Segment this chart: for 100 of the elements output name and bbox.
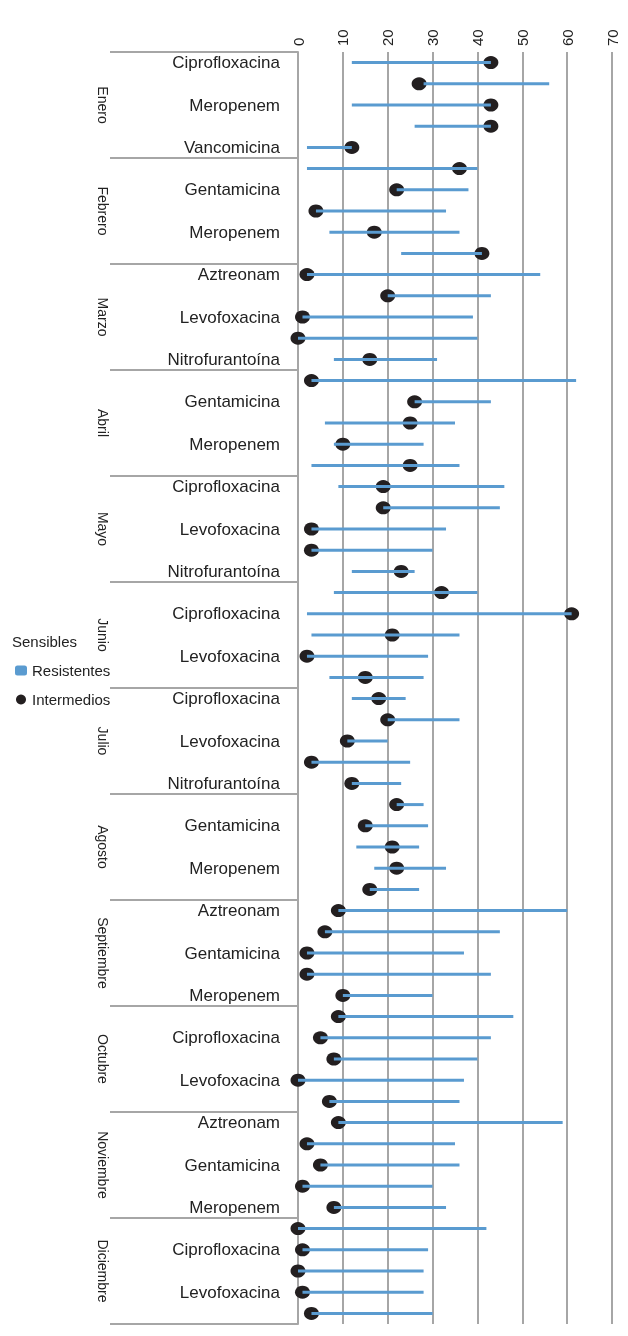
- text: Agosto: [95, 825, 111, 869]
- y-tick-label: Aztreonam: [197, 901, 280, 921]
- bar: [306, 273, 541, 277]
- bar: [306, 654, 429, 658]
- bar: [333, 1057, 478, 1061]
- point: [411, 77, 427, 91]
- bar: [311, 379, 577, 383]
- bar: [396, 803, 424, 807]
- x-tick-label: 20: [379, 29, 397, 46]
- bar: [351, 103, 491, 107]
- text: Febrero: [95, 186, 111, 236]
- x-tick-label: 70: [603, 29, 621, 46]
- bar: [329, 230, 460, 234]
- y-tick-label: Levofoxacina: [179, 646, 281, 666]
- bar: [338, 1015, 514, 1019]
- x-tick-label: 30: [424, 29, 442, 46]
- bar: [298, 1227, 487, 1231]
- y-tick-label: Levofoxacina: [179, 307, 281, 327]
- bar: [324, 421, 455, 425]
- bar: [374, 866, 447, 870]
- y-tick-label: Levofoxacina: [179, 1282, 281, 1302]
- text: Septiembre: [95, 917, 111, 990]
- y-tick-label: Ciprofloxacina: [172, 1240, 281, 1260]
- bar: [311, 463, 460, 467]
- bar: [414, 124, 491, 128]
- text: Abril: [95, 408, 111, 438]
- bar: [298, 336, 478, 340]
- bar: [365, 824, 429, 828]
- bar: [338, 1121, 563, 1125]
- bar: [423, 82, 550, 86]
- bar: [302, 1184, 433, 1188]
- text: Junio: [95, 618, 111, 652]
- text: Diciembre: [95, 1239, 111, 1303]
- x-tick-label: 10: [334, 29, 352, 46]
- bar: [311, 633, 460, 637]
- bar: [338, 909, 568, 913]
- text: Octubre: [95, 1034, 111, 1085]
- y-tick-label: Meropenem: [189, 222, 280, 242]
- bar: [347, 739, 388, 743]
- bar: [315, 209, 447, 213]
- bar: [311, 1311, 433, 1315]
- bar: [387, 294, 491, 298]
- y-tick-label: Meropenem: [189, 1197, 280, 1217]
- text: Julio: [95, 726, 111, 756]
- bar: [298, 1269, 424, 1273]
- y-tick-label: Ciprofloxacina: [172, 1028, 281, 1048]
- y-tick-label: Aztreonam: [197, 1113, 280, 1133]
- bar: [342, 993, 433, 997]
- bar: [396, 188, 469, 192]
- bar: [351, 61, 491, 65]
- y-tick-label: Gentamicina: [184, 943, 281, 963]
- y-tick-label: Meropenem: [189, 95, 280, 115]
- y-tick-label: Vancomicina: [183, 137, 281, 157]
- bar: [320, 1036, 491, 1040]
- y-tick-label: Gentamicina: [184, 392, 281, 412]
- bar: [306, 145, 352, 149]
- bar: [369, 887, 420, 891]
- bar: [329, 1099, 460, 1103]
- y-tick-label: Meropenem: [189, 858, 280, 878]
- bar: [298, 1078, 464, 1082]
- y-tick-label: Ciprofloxacina: [172, 53, 281, 73]
- bar: [302, 315, 473, 319]
- y-tick-label: Gentamicina: [184, 180, 281, 200]
- bar: [401, 251, 482, 255]
- bar: [306, 951, 464, 955]
- bar: [351, 569, 415, 573]
- y-tick-label: Ciprofloxacina: [172, 477, 281, 497]
- bar: [338, 485, 505, 489]
- bar: [333, 1205, 447, 1209]
- y-tick-label: Nitrofurantoína: [167, 349, 281, 369]
- y-tick-label: Levofoxacina: [179, 519, 281, 539]
- bar: [351, 697, 406, 701]
- x-tick-label: 40: [468, 29, 486, 46]
- text: Noviembre: [95, 1131, 111, 1200]
- text: Marzo: [95, 297, 111, 337]
- y-tick-label: Meropenem: [189, 985, 280, 1005]
- x-tick-label: 50: [513, 29, 531, 46]
- bar: [333, 357, 438, 361]
- bar: [302, 1290, 424, 1294]
- bar: [311, 548, 433, 552]
- bar: [333, 442, 424, 446]
- bar: [306, 972, 491, 976]
- y-tick-label: Levofoxacina: [179, 731, 281, 751]
- legend-label: Intermedios: [32, 691, 111, 708]
- y-tick-label: Meropenem: [189, 434, 280, 454]
- bar: [320, 1163, 460, 1167]
- bar: [356, 845, 420, 849]
- bar: [351, 781, 402, 785]
- y-tick-label: Ciprofloxacina: [172, 604, 281, 624]
- bar: [414, 400, 491, 404]
- x-tick-label: 0: [289, 37, 307, 46]
- bar: [387, 718, 460, 722]
- y-tick-label: Gentamicina: [184, 1155, 281, 1175]
- bar: [302, 1248, 429, 1252]
- y-tick-label: Gentamicina: [184, 816, 281, 836]
- bar: [333, 591, 478, 595]
- text: Mayo: [95, 511, 111, 547]
- x-tick-label: 60: [558, 29, 576, 46]
- bar: [311, 527, 447, 531]
- y-tick-label: Levofoxacina: [179, 1070, 281, 1090]
